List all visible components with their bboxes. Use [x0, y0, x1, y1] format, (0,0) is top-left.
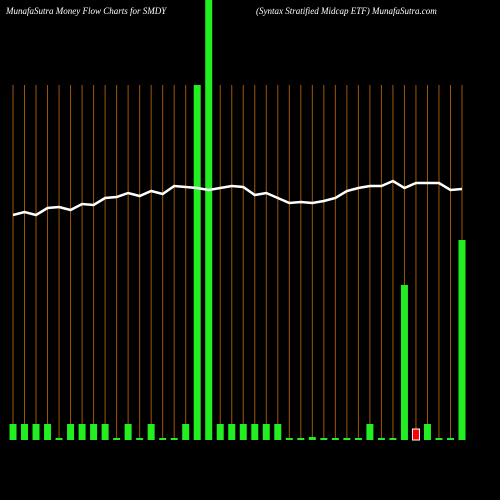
bar: [159, 438, 167, 440]
line: [12, 179, 463, 217]
bar: [44, 424, 52, 440]
bar: [193, 85, 201, 440]
bar: [67, 424, 75, 440]
bar: [182, 424, 190, 440]
bar: [251, 424, 259, 440]
bar: [389, 438, 397, 440]
bar: [32, 424, 40, 440]
bar: [297, 438, 305, 440]
bar: [21, 424, 29, 440]
bar: [147, 424, 155, 440]
bar: [354, 438, 362, 440]
bar: [343, 438, 351, 440]
bar: [170, 438, 178, 440]
bar: [101, 424, 109, 440]
bar: [90, 424, 98, 440]
bar: [9, 424, 17, 440]
bar: [458, 240, 466, 440]
bar: [55, 438, 63, 440]
bar: [285, 438, 293, 440]
bar: [423, 424, 431, 440]
bar: [400, 285, 408, 440]
bar: [113, 438, 121, 440]
bar: [320, 438, 328, 440]
bar: [435, 438, 443, 440]
bar: [366, 424, 374, 440]
bar: [136, 438, 144, 440]
bar: [262, 424, 270, 440]
chart-title: MunafaSutra Money Flow Charts for SMDY: [5, 6, 167, 16]
bar: [377, 438, 385, 440]
bar: [239, 424, 247, 440]
bar: [308, 437, 316, 440]
bar: [274, 424, 282, 440]
bar: [124, 424, 132, 440]
chart-subtitle: (Syntax Stratified Midcap ETF) MunafaSut…: [256, 6, 437, 16]
bar: [78, 424, 86, 440]
bar: [216, 424, 224, 440]
bar: [228, 424, 236, 440]
bar: [331, 438, 339, 440]
bar: [411, 428, 420, 441]
bar: [205, 0, 213, 440]
bar: [446, 438, 454, 440]
